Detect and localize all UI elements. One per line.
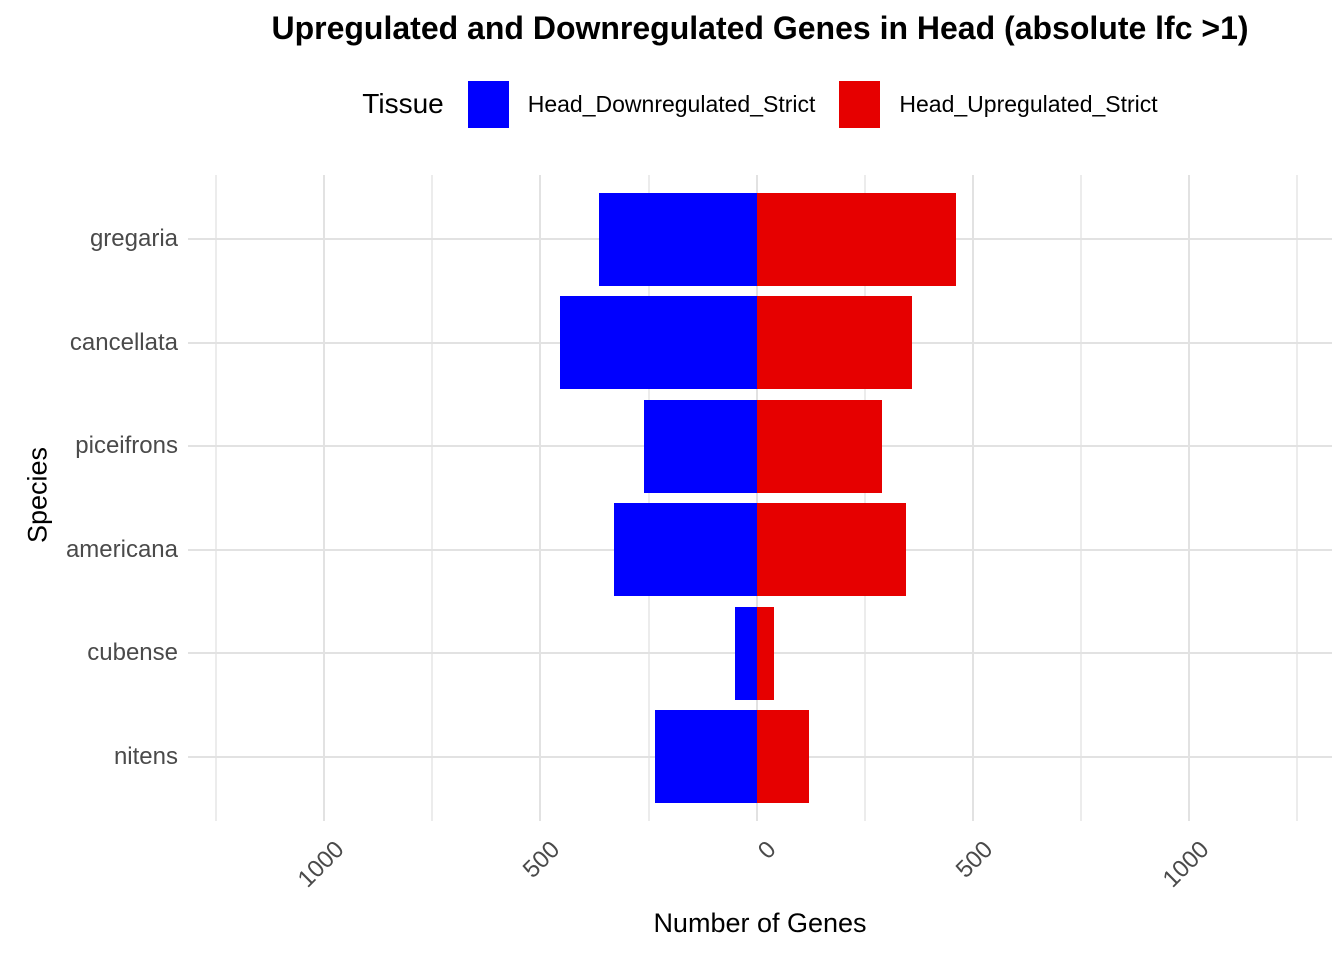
- y-tick-label-piceifrons: piceifrons: [75, 432, 178, 459]
- y-tick-label-americana: americana: [65, 535, 178, 563]
- bar-upregulated-americana: [756, 503, 906, 596]
- y-tick-label-cubense: cubense: [87, 639, 178, 666]
- x-tick-label-text: 1000: [1157, 836, 1215, 893]
- y-tick-label-gregaria: gregaria: [89, 225, 178, 252]
- gridline-vertical: [1296, 175, 1299, 821]
- bar-downregulated-cubense: [735, 606, 757, 700]
- bar-downregulated-nitens: [655, 710, 757, 803]
- gridline-vertical: [1080, 175, 1083, 821]
- legend: Tissue Head_Downregulated_Strict Head_Up…: [188, 76, 1332, 132]
- legend-label-upregulated: Head_Upregulated_Strict: [899, 90, 1158, 117]
- bar-upregulated-cubense: [756, 606, 775, 700]
- x-tick-label-text: 0: [753, 836, 782, 865]
- gridline-vertical: [972, 175, 974, 821]
- x-tick-label-text: 1000: [292, 836, 350, 893]
- y-tick-label-cancellata: cancellata: [69, 328, 178, 356]
- gridline-vertical: [539, 175, 542, 821]
- legend-swatch-upregulated-icon: [839, 80, 881, 128]
- gridline-vertical: [215, 175, 218, 821]
- gridline-vertical: [1188, 175, 1191, 821]
- bar-upregulated-cancellata: [756, 296, 913, 389]
- gridline-vertical: [431, 175, 434, 821]
- y-tick-label-nitens: nitens: [113, 742, 178, 770]
- legend-label-downregulated: Head_Downregulated_Strict: [527, 90, 816, 117]
- gridline-vertical: [863, 175, 866, 821]
- chart-title: Upregulated and Downregulated Genes in H…: [271, 10, 1249, 46]
- legend-swatch-downregulated-icon: [467, 80, 509, 128]
- legend-item-downregulated: Head_Downregulated_Strict: [467, 80, 816, 128]
- legend-title: Tissue: [362, 88, 444, 119]
- gridline-vertical: [755, 175, 758, 821]
- legend-item-upregulated: Head_Upregulated_Strict: [839, 80, 1158, 128]
- gridline-vertical: [323, 175, 326, 821]
- gridline-vertical: [647, 175, 650, 821]
- x-axis-title: Number of Genes: [653, 908, 867, 938]
- bar-downregulated-piceifrons: [644, 399, 757, 493]
- bar-downregulated-americana: [614, 503, 757, 596]
- x-tick-label-text: 500: [518, 836, 566, 884]
- x-tick-label-text: 500: [950, 836, 999, 884]
- bar-downregulated-cancellata: [559, 296, 757, 389]
- y-axis-title: Species: [22, 446, 53, 544]
- bar-upregulated-nitens: [756, 710, 809, 803]
- bar-upregulated-piceifrons: [756, 399, 883, 493]
- bar-upregulated-gregaria: [756, 192, 956, 286]
- plot-panel: [188, 175, 1332, 821]
- bar-downregulated-gregaria: [598, 192, 757, 286]
